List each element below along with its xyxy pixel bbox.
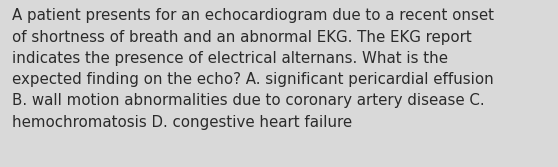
Text: A patient presents for an echocardiogram due to a recent onset
of shortness of b: A patient presents for an echocardiogram… [12,8,494,130]
